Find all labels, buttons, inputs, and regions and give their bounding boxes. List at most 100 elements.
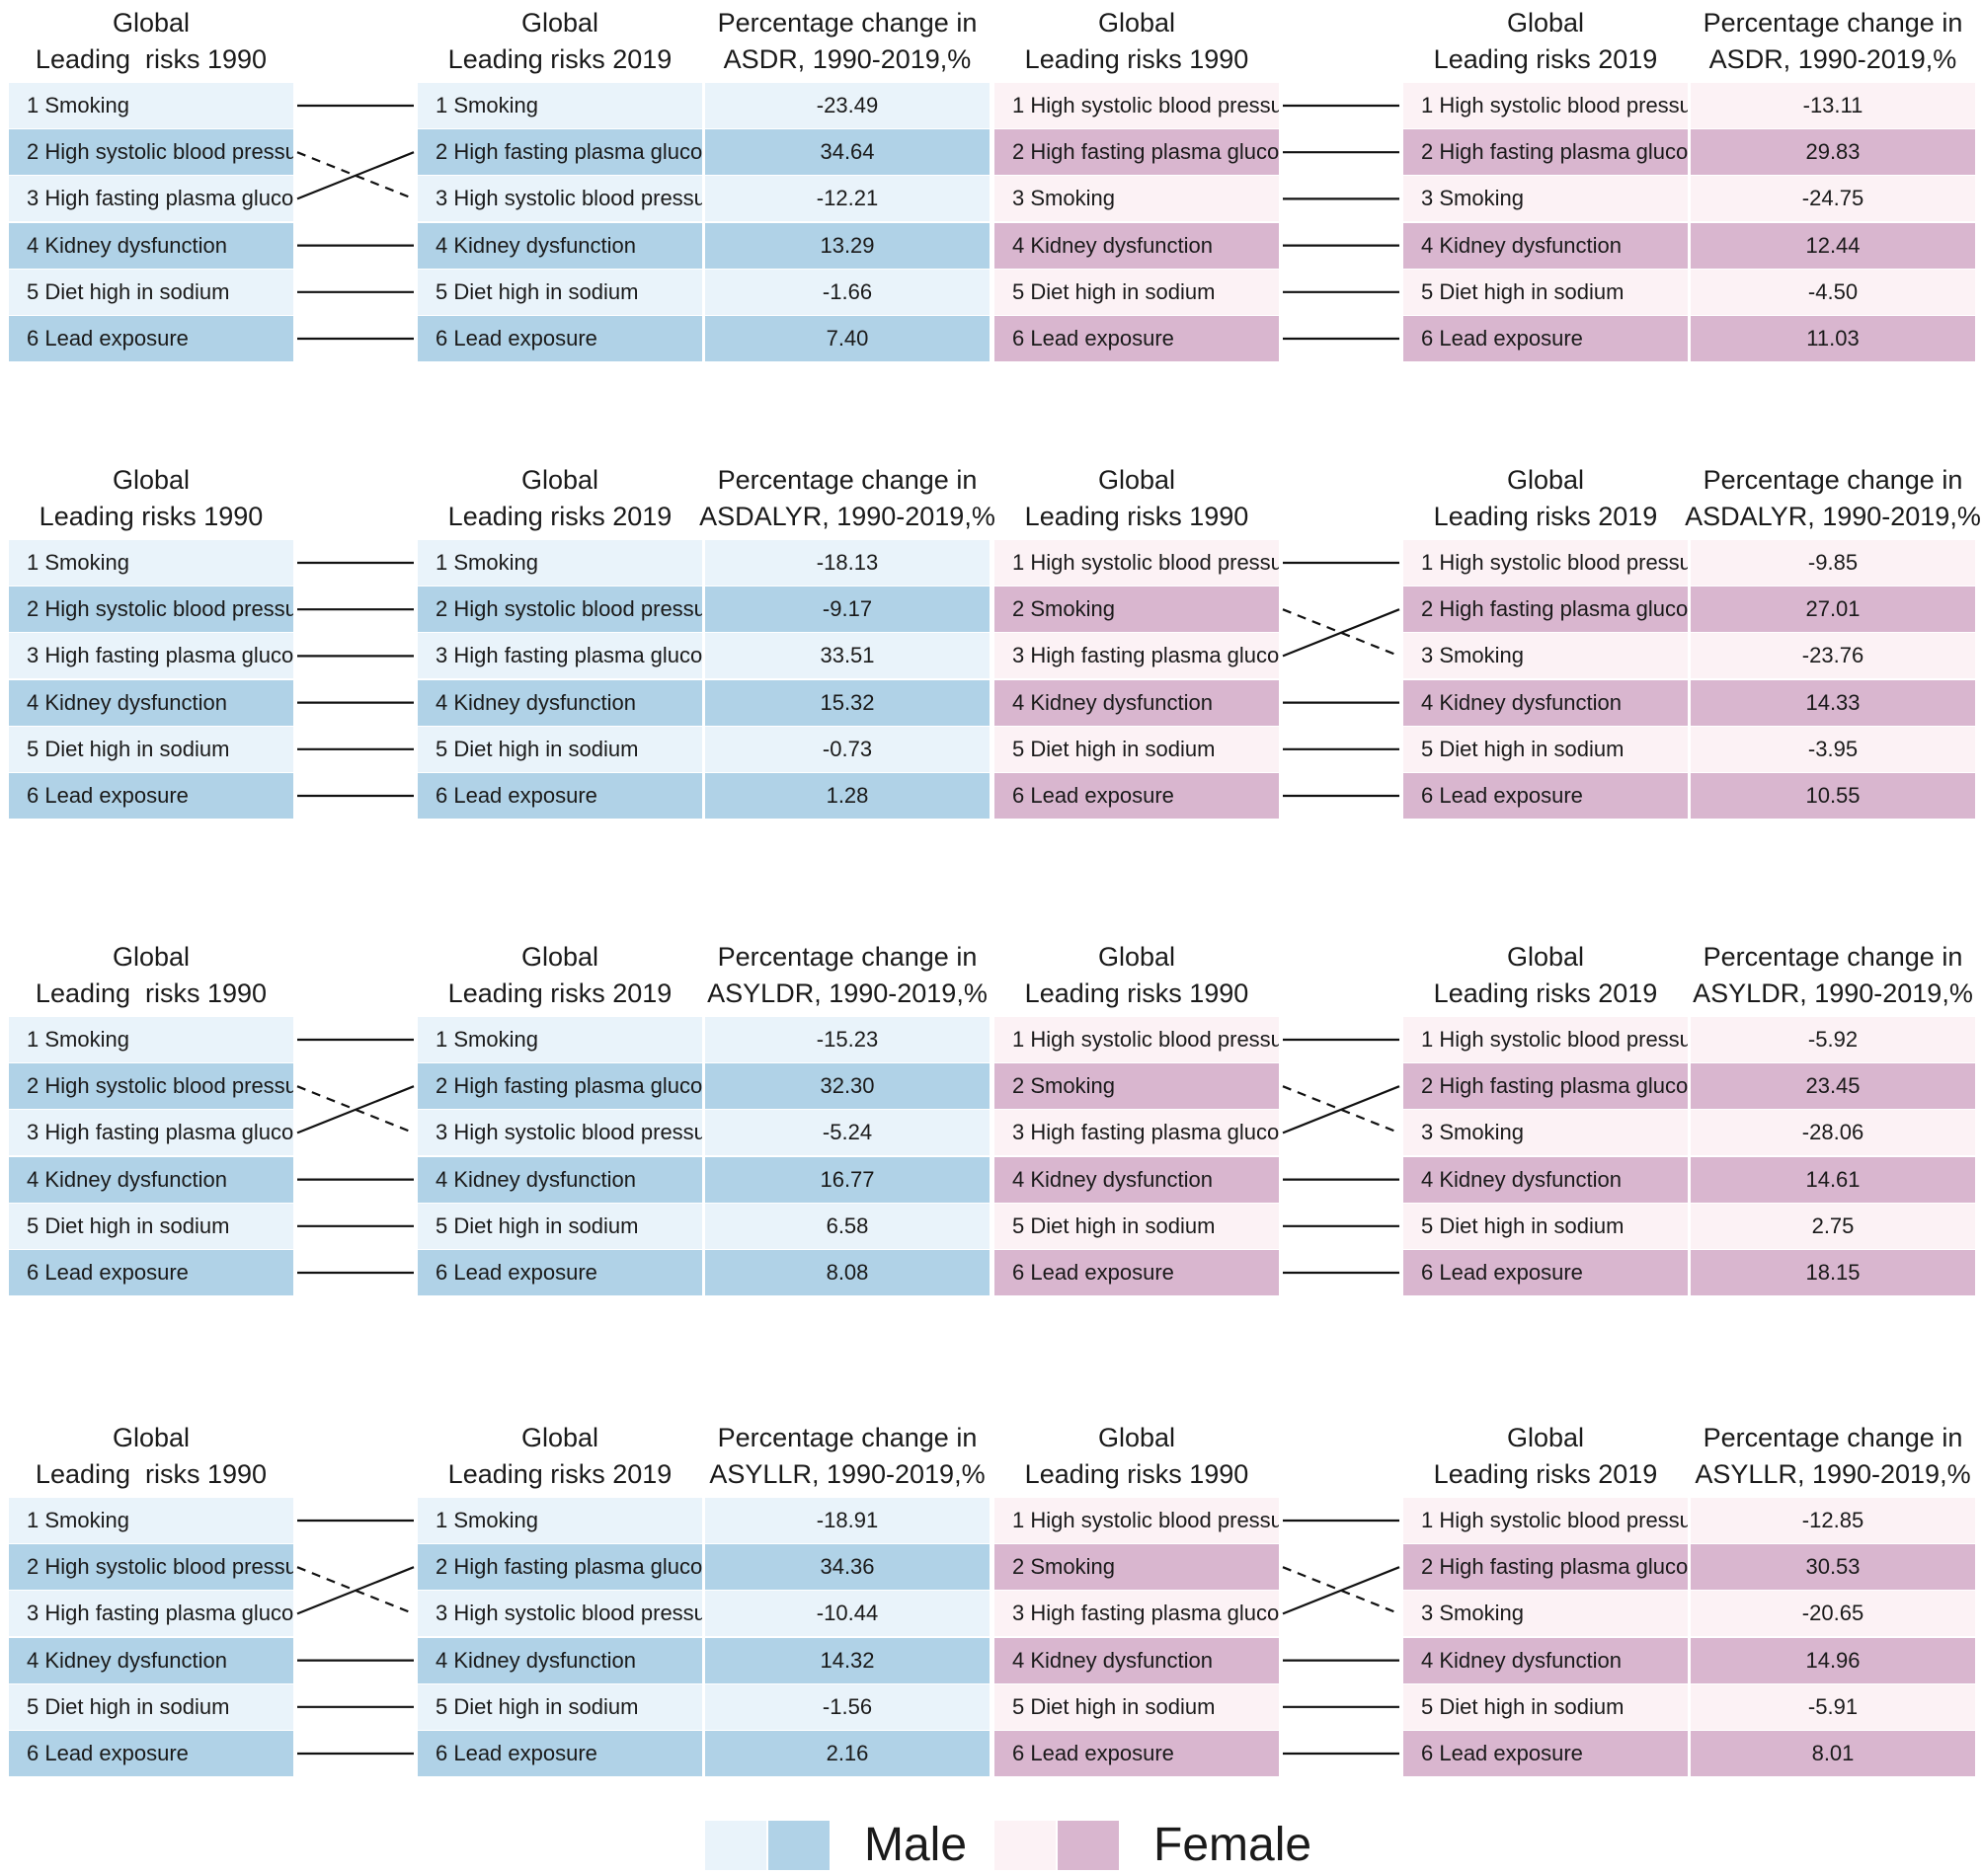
- rank-connector-line: [296, 151, 415, 200]
- risk-2019-cell: 5 Diet high in sodium: [1403, 1683, 1688, 1730]
- header-2019: Global Leading risks 2019: [1384, 1415, 1707, 1498]
- panel-female-asyldr: Global Leading risks 1990 Global Leading ri…: [986, 934, 1975, 1295]
- risk-2019-cell: 6 Lead exposure: [418, 1250, 702, 1295]
- risk-1990-cell: 3 High fasting plasma glucose: [994, 1591, 1279, 1637]
- header-1990-line-2: Leading risks 1990: [35, 1459, 268, 1489]
- risk-1990-cell: 3 Smoking: [994, 176, 1279, 222]
- pct-change-cell: -20.65: [1691, 1591, 1975, 1637]
- rank-connectors: [296, 1519, 415, 1756]
- header-1990-line-2: Leading risks 1990: [1024, 44, 1249, 74]
- pct-change-cell: 15.32: [705, 679, 990, 726]
- risk-2019-cell: 6 Lead exposure: [1403, 773, 1688, 819]
- risk-1990-cell: 1 High systolic blood pressure: [994, 83, 1279, 128]
- rank-connectors: [297, 561, 414, 798]
- header-pct-change-line-1: Percentage change in: [717, 1423, 978, 1452]
- header-2019-line-1: Global: [520, 8, 599, 38]
- pct-change-cell: 29.83: [1691, 129, 1975, 176]
- risk-2019-cell: 5 Diet high in sodium: [1403, 1203, 1688, 1249]
- risk-2019-cell: 1 Smoking: [418, 540, 702, 586]
- header-2019-line-1: Global: [520, 1423, 599, 1452]
- header-pct-change-line-1: Percentage change in: [1703, 465, 1963, 495]
- risk-1990-cell: 5 Diet high in sodium: [9, 1203, 293, 1249]
- rank-connectors: [1282, 1519, 1400, 1756]
- rank-connectors: [296, 1038, 415, 1275]
- header-pct-change-line-1: Percentage change in: [717, 8, 978, 38]
- pct-change-cell: 14.61: [1691, 1156, 1975, 1203]
- header-pct-change: Percentage change in ASYLDR, 1990-2019,%: [685, 934, 1009, 1017]
- legend-swatch-female-dark: [1058, 1821, 1119, 1870]
- pct-change-cell: 8.08: [705, 1250, 990, 1295]
- risk-1990-cell: 6 Lead exposure: [9, 316, 293, 361]
- risk-1990-cell: 3 High fasting plasma glucose: [9, 1591, 293, 1637]
- pct-change-cell: 6.58: [705, 1203, 990, 1249]
- rank-connectors: [1282, 561, 1400, 798]
- header-pct-change-line-1: Percentage change in: [1703, 942, 1963, 972]
- pct-change-cell: 14.96: [1691, 1637, 1975, 1683]
- risk-1990-cell: 4 Kidney dysfunction: [994, 1156, 1279, 1203]
- rank-connector-line: [296, 1566, 415, 1615]
- panel-female-asdalyr: Global Leading risks 1990 Global Leading ri…: [986, 457, 1981, 819]
- risk-1990-cell: 6 Lead exposure: [994, 316, 1279, 361]
- risk-2019-cell: 2 High fasting plasma glucose: [418, 1544, 702, 1591]
- header-2019-line-1: Global: [1506, 465, 1585, 495]
- rank-connector-line: [296, 1085, 415, 1134]
- header-1990: Global Leading risks 1990: [0, 934, 313, 1017]
- header-1990-line-1: Global: [1097, 8, 1176, 38]
- pct-change-cell: 12.44: [1691, 222, 1975, 269]
- header-2019: Global Leading risks 2019: [398, 934, 722, 1017]
- risk-2019-cell: 4 Kidney dysfunction: [418, 1637, 702, 1683]
- header-1990: Global Leading risks 1990: [975, 0, 1299, 83]
- risk-1990-cell: 6 Lead exposure: [994, 773, 1279, 819]
- pct-change-cell: 1.28: [705, 773, 990, 819]
- rank-connector-line: [1282, 608, 1400, 658]
- header-2019: Global Leading risks 2019: [398, 0, 722, 83]
- risk-2019-cell: 2 High fasting plasma glucose: [1403, 1063, 1688, 1110]
- pct-change-cell: 33.51: [705, 633, 990, 679]
- pct-change-cell: 34.36: [705, 1544, 990, 1591]
- rank-connector-line: [1282, 1566, 1400, 1615]
- risk-2019-cell: 6 Lead exposure: [418, 316, 702, 361]
- header-2019-line-1: Global: [520, 465, 599, 495]
- risk-2019-cell: 3 Smoking: [1403, 176, 1688, 222]
- pct-change-cell: -3.95: [1691, 726, 1975, 772]
- risk-1990-cell: 2 Smoking: [994, 1544, 1279, 1591]
- pct-change-cell: -23.49: [705, 83, 990, 128]
- pct-change-cell: 30.53: [1691, 1544, 1975, 1591]
- pct-change-cell: -9.17: [705, 586, 990, 633]
- header-2019-line-1: Global: [520, 942, 599, 972]
- header-2019: Global Leading risks 2019: [398, 1415, 722, 1498]
- header-2019-line-2: Leading risks 2019: [1433, 978, 1658, 1008]
- risk-1990-cell: 2 Smoking: [994, 1063, 1279, 1110]
- risk-1990-cell: 1 Smoking: [9, 1017, 293, 1062]
- rank-connectors: [296, 104, 415, 341]
- risk-2019-cell: 5 Diet high in sodium: [1403, 726, 1688, 772]
- pct-change-cell: 16.77: [705, 1156, 990, 1203]
- header-pct-change: Percentage change in ASDR, 1990-2019,%: [685, 0, 1009, 83]
- rank-connector-line: [296, 151, 415, 200]
- header-1990-line-1: Global: [1097, 1423, 1176, 1452]
- pct-change-cell: -4.50: [1691, 269, 1975, 315]
- risk-2019-cell: 3 High fasting plasma glucose: [418, 633, 702, 679]
- header-pct-change: Percentage change in ASYLLR, 1990-2019,%: [1671, 1415, 1982, 1498]
- header-1990: Global Leading risks 1990: [0, 0, 313, 83]
- header-pct-change-line-2: ASYLDR, 1990-2019,%: [1693, 978, 1973, 1008]
- header-2019-line-2: Leading risks 2019: [1433, 502, 1658, 531]
- panel-male-asyllr: Global Leading risks 1990 Global Leading ri…: [0, 1415, 990, 1776]
- rank-connector-line: [1282, 1085, 1400, 1134]
- header-pct-change: Percentage change in ASYLLR, 1990-2019,%: [685, 1415, 1009, 1498]
- header-2019: Global Leading risks 2019: [1384, 0, 1707, 83]
- pct-change-cell: -5.24: [705, 1110, 990, 1156]
- pct-change-cell: 11.03: [1691, 316, 1975, 361]
- header-1990-line-1: Global: [112, 465, 191, 495]
- risk-1990-cell: 4 Kidney dysfunction: [994, 1637, 1279, 1683]
- header-2019: Global Leading risks 2019: [1384, 457, 1707, 540]
- risk-1990-cell: 5 Diet high in sodium: [994, 1683, 1279, 1730]
- pct-change-cell: -1.56: [705, 1683, 990, 1730]
- rank-connectors: [1283, 104, 1399, 341]
- pct-change-cell: -23.76: [1691, 633, 1975, 679]
- risk-2019-cell: 2 High fasting plasma glucose: [418, 1063, 702, 1110]
- pct-change-cell: 18.15: [1691, 1250, 1975, 1295]
- risk-1990-cell: 1 High systolic blood pressure: [994, 1498, 1279, 1543]
- header-2019-line-2: Leading risks 2019: [447, 978, 673, 1008]
